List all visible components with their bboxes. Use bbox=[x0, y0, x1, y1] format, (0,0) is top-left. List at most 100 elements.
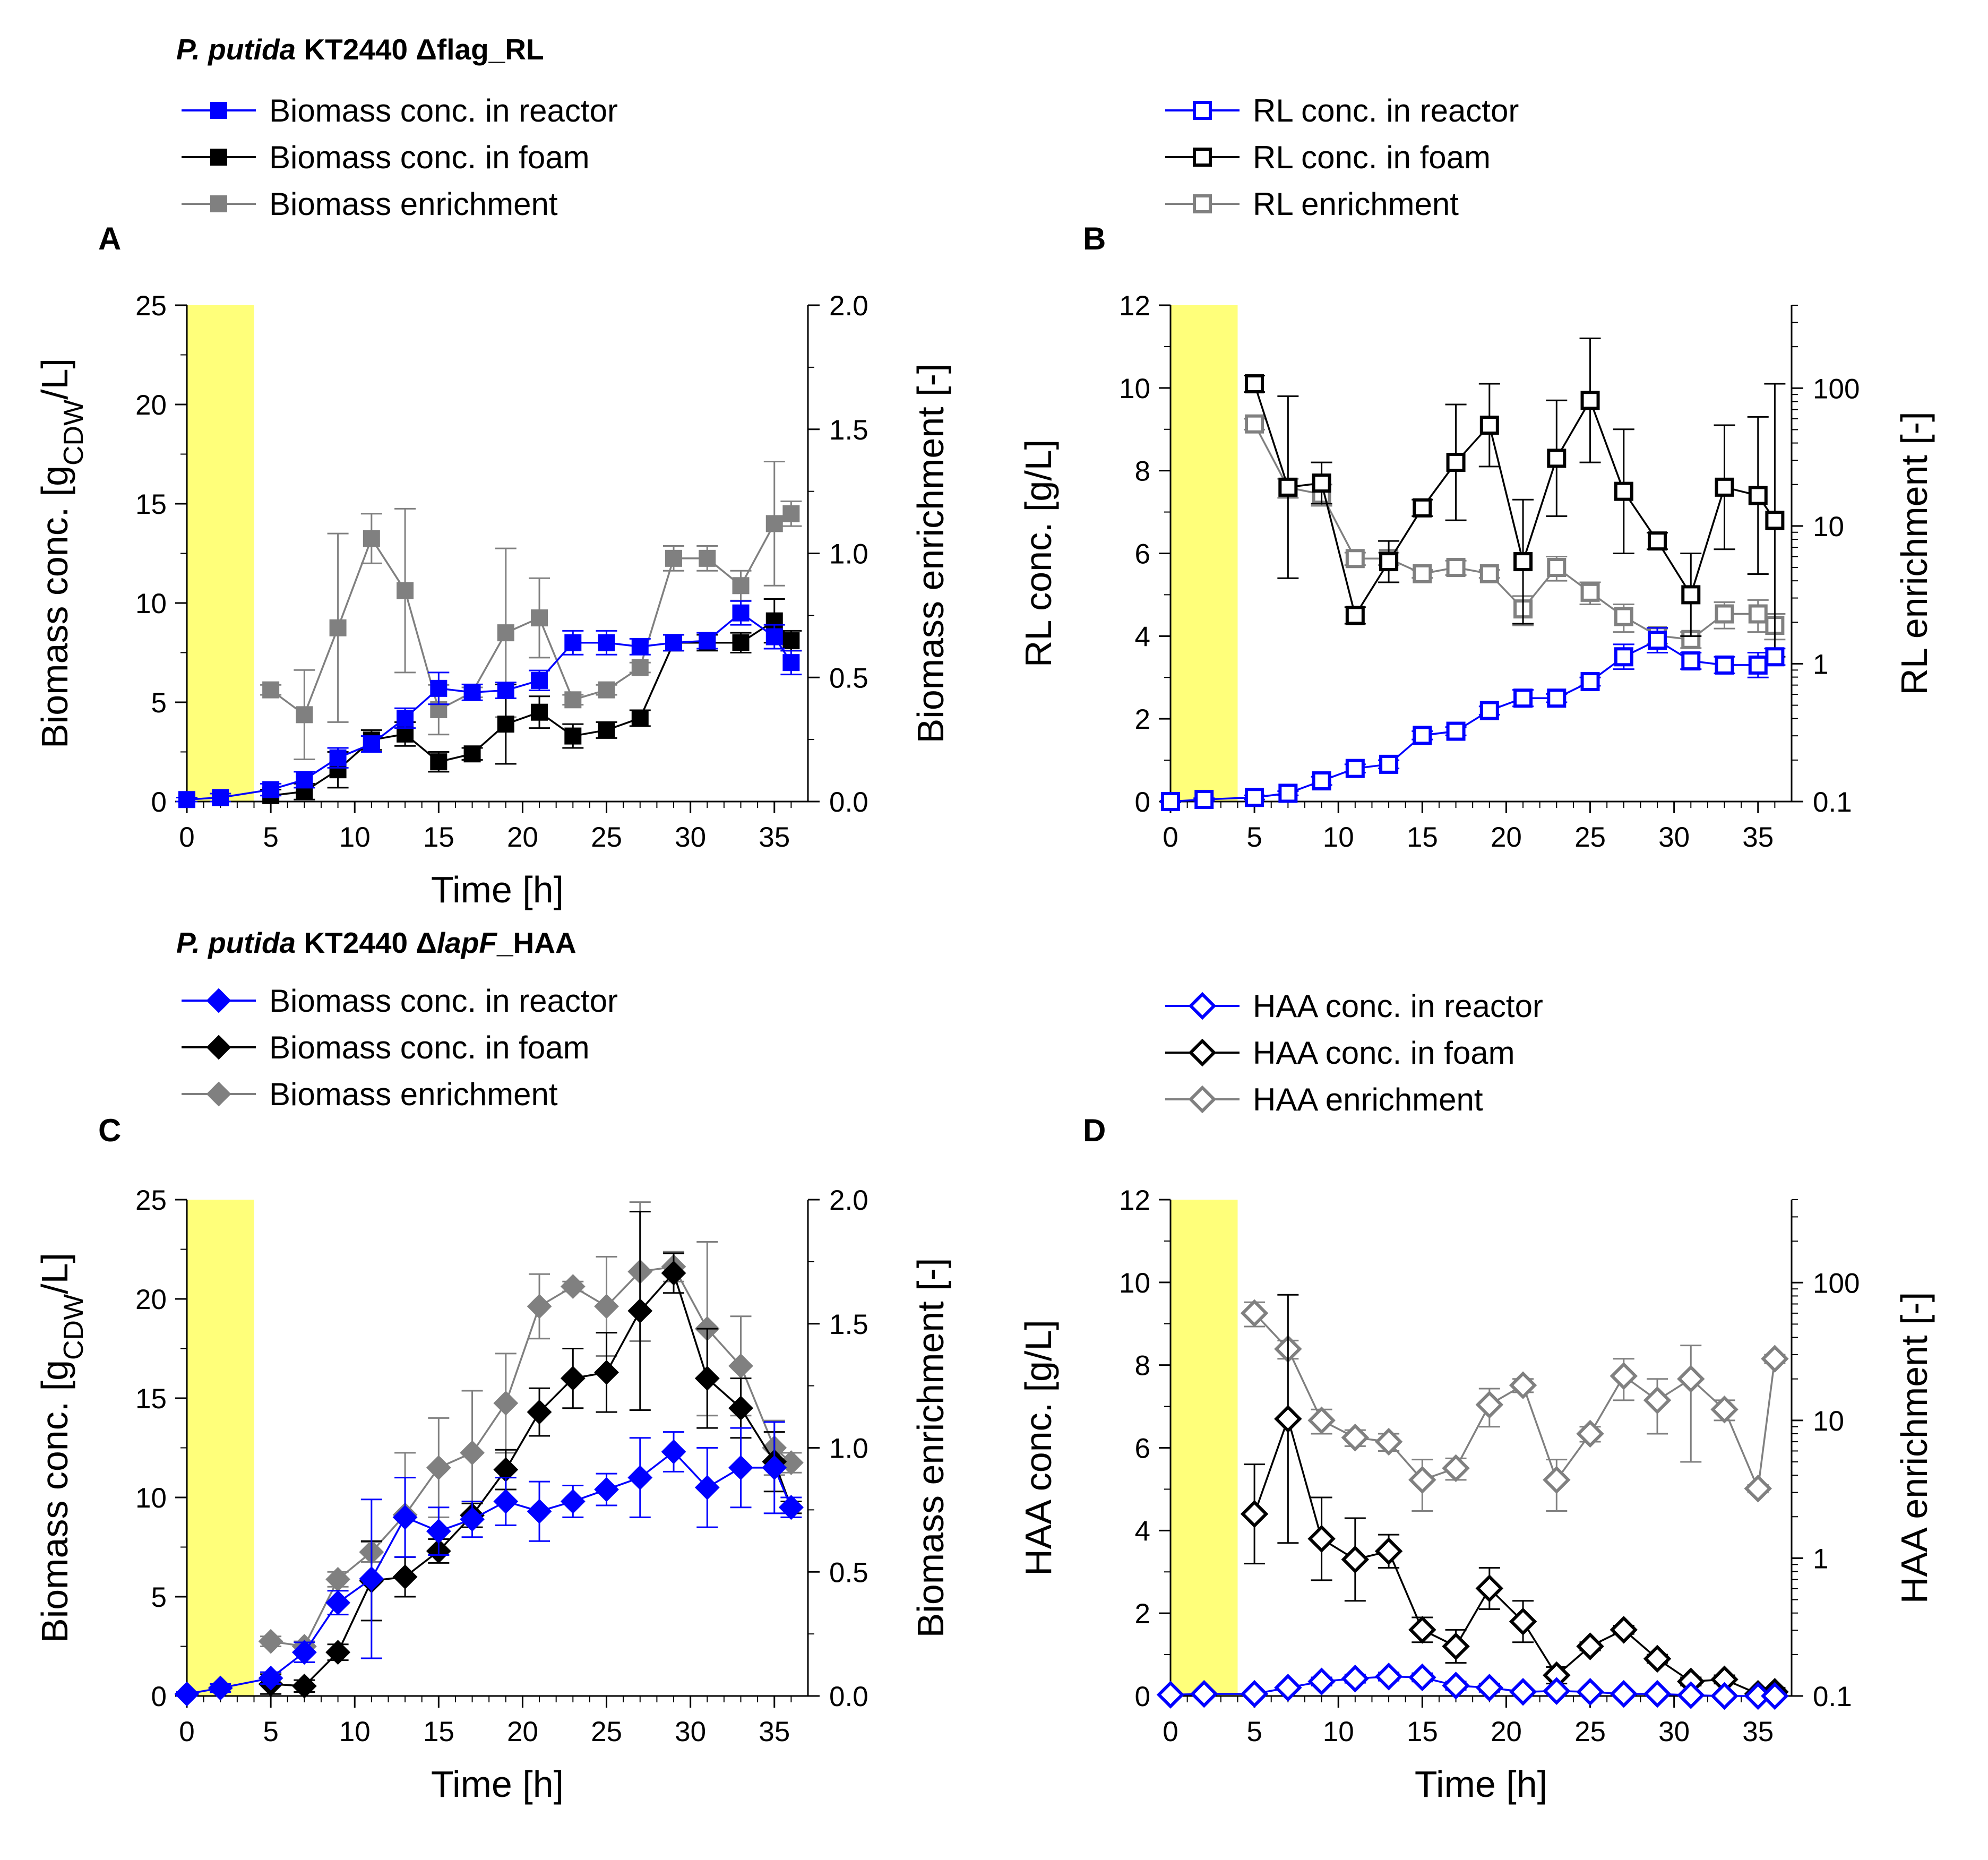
data-point-reactor bbox=[460, 1506, 485, 1532]
legend-marker-foam bbox=[1188, 1038, 1217, 1067]
data-point-reactor bbox=[397, 709, 414, 727]
x-tick-label: 30 bbox=[1658, 1716, 1690, 1747]
y-left-tick-label: 6 bbox=[1135, 539, 1150, 570]
y-left-tick-label: 15 bbox=[135, 1383, 167, 1415]
legend-label-foam: HAA conc. in foam bbox=[1253, 1035, 1515, 1071]
legend-marker-enrichment bbox=[1193, 194, 1212, 213]
data-point-reactor bbox=[497, 682, 514, 699]
panel-letter-a: A bbox=[98, 221, 121, 256]
data-point-enrichment bbox=[1761, 1345, 1789, 1373]
data-point-reactor bbox=[262, 781, 280, 798]
legend-marker-enrichment bbox=[206, 1081, 231, 1107]
y-right-tick-label: 10 bbox=[1813, 1406, 1844, 1437]
data-point-enrichment bbox=[699, 549, 716, 567]
y-right-tick-label: 0.1 bbox=[1813, 787, 1852, 818]
data-point-reactor bbox=[463, 684, 481, 701]
lag-phase-shade bbox=[1171, 305, 1238, 802]
strain-title-rl: P. putida KT2440 Δflag_RL bbox=[176, 33, 544, 66]
data-point-enrichment bbox=[460, 1440, 485, 1466]
x-tick-label: 25 bbox=[1574, 822, 1606, 853]
y-left-tick-label: 15 bbox=[135, 489, 167, 520]
data-point-enrichment bbox=[497, 624, 514, 642]
y-left-label-sub: CDW bbox=[58, 400, 89, 466]
data-point-reactor bbox=[1610, 1680, 1638, 1708]
y-right-tick-label: 2.0 bbox=[829, 290, 868, 322]
data-point-reactor bbox=[174, 1681, 200, 1707]
y-left-tick-label: 5 bbox=[151, 1582, 167, 1613]
x-tick-label: 20 bbox=[1491, 1716, 1522, 1747]
data-point-foam bbox=[531, 703, 548, 721]
y-right-tick-label: 100 bbox=[1813, 1268, 1860, 1299]
data-point-foam bbox=[497, 716, 514, 733]
legend-label-reactor: Biomass conc. in reactor bbox=[269, 93, 618, 128]
y-left-tick-label: 2 bbox=[1135, 1598, 1150, 1630]
x-tick-label: 15 bbox=[423, 1716, 454, 1747]
legend-marker-reactor bbox=[1193, 101, 1212, 120]
y-right-tick-label: 0.5 bbox=[829, 662, 868, 694]
y-right-tick-label: 10 bbox=[1813, 511, 1844, 542]
data-point-reactor bbox=[1345, 759, 1365, 778]
data-point-reactor bbox=[598, 634, 615, 651]
y-right-axis-label: HAA enrichment [-] bbox=[1894, 1292, 1935, 1604]
data-point-reactor bbox=[1748, 655, 1768, 675]
y-left-tick-label: 10 bbox=[1119, 373, 1150, 404]
y-left-tick-label: 6 bbox=[1135, 1433, 1150, 1465]
panel-letter-b: B bbox=[1083, 221, 1106, 256]
data-point-foam bbox=[1681, 585, 1701, 605]
y-right-tick-label: 0.1 bbox=[1813, 1681, 1852, 1712]
data-point-foam bbox=[1446, 453, 1466, 472]
x-tick-label: 30 bbox=[675, 822, 706, 853]
data-point-reactor bbox=[325, 1590, 351, 1615]
y-left-tick-label: 10 bbox=[135, 588, 167, 619]
data-point-foam bbox=[1748, 486, 1768, 505]
y-left-label-part: Biomass conc. [g bbox=[34, 466, 75, 748]
series-reactor bbox=[176, 600, 802, 808]
data-point-reactor bbox=[1408, 1663, 1436, 1692]
data-point-reactor bbox=[1715, 655, 1734, 675]
legend-panel-d: HAA conc. in reactor HAA conc. in foam HAA… bbox=[1165, 988, 1543, 1117]
chart-panel-c: 0 5 10 15 20 25 30 35 0 5 10 15 20 25 0.0 0.5 1.0 1.5 2.0 T… bbox=[34, 1185, 951, 1805]
data-point-enrichment bbox=[560, 1274, 586, 1299]
y-right-tick-label: 1.0 bbox=[829, 1433, 868, 1465]
series-foam bbox=[1240, 1294, 1789, 1708]
legend-label-enrichment: HAA enrichment bbox=[1253, 1082, 1483, 1117]
data-point-reactor bbox=[1614, 647, 1633, 667]
x-tick-label: 15 bbox=[423, 822, 454, 853]
y-right-tick-label: 0.5 bbox=[829, 1557, 868, 1588]
data-point-foam bbox=[631, 709, 649, 727]
legend-panel-c: Biomass conc. in reactor Biomass conc. in… bbox=[182, 983, 618, 1112]
x-tick-label: 25 bbox=[591, 822, 622, 853]
legend-marker-reactor bbox=[206, 988, 231, 1013]
data-point-reactor bbox=[1413, 726, 1432, 745]
data-point-enrichment bbox=[527, 1294, 552, 1319]
data-point-reactor bbox=[291, 1640, 317, 1665]
data-point-reactor bbox=[1312, 771, 1331, 791]
y-left-axis-label: RL conc. [g/L] bbox=[1018, 440, 1059, 667]
strain-title-haa: P. putida KT2440 ΔlapF_HAA bbox=[176, 926, 576, 959]
data-point-reactor bbox=[1442, 1672, 1470, 1700]
y-left-tick-label: 0 bbox=[151, 787, 167, 818]
x-tick-label: 5 bbox=[1246, 822, 1262, 853]
data-point-reactor bbox=[1278, 783, 1298, 803]
data-point-reactor bbox=[531, 671, 548, 689]
data-point-foam bbox=[1610, 1616, 1638, 1644]
data-point-reactor bbox=[1543, 1677, 1571, 1705]
y-right-tick-label: 1.0 bbox=[829, 539, 868, 570]
data-point-enrichment bbox=[594, 1294, 619, 1319]
data-point-enrichment bbox=[1543, 1466, 1571, 1494]
y-left-tick-label: 12 bbox=[1119, 290, 1150, 322]
y-right-tick-label: 100 bbox=[1813, 373, 1860, 404]
legend-marker-foam bbox=[1193, 148, 1212, 167]
data-point-enrichment bbox=[1744, 1475, 1772, 1503]
lag-phase-shade bbox=[187, 1200, 254, 1696]
chart-panel-a: 0 5 10 15 20 25 30 35 0 5 10 15 20 25 0.0 0.5 1.0 1.5 2.0 T… bbox=[34, 290, 951, 910]
y-right-tick-label: 1 bbox=[1813, 1543, 1828, 1574]
data-point-foam bbox=[527, 1399, 552, 1425]
x-tick-label: 20 bbox=[507, 822, 538, 853]
data-point-foam bbox=[1614, 481, 1633, 501]
series-reactor bbox=[174, 1421, 804, 1707]
legend-label-enrichment: RL enrichment bbox=[1253, 186, 1459, 222]
legend-marker-reactor bbox=[210, 102, 227, 119]
legend-label-foam: Biomass conc. in foam bbox=[269, 1030, 590, 1065]
